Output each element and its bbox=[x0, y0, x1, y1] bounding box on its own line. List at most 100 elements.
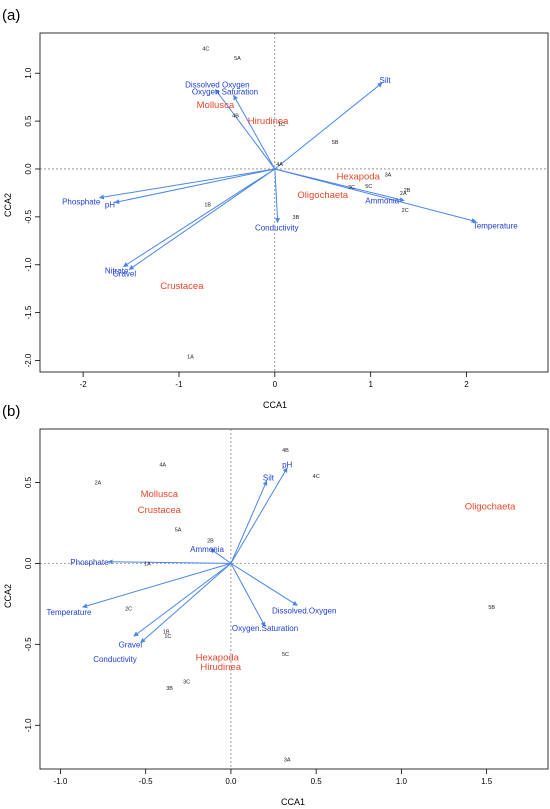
env-vector-label: Oxygen Saturation bbox=[192, 87, 258, 96]
env-vector-label: Conductivity bbox=[255, 223, 299, 232]
site-label: 2B bbox=[207, 539, 214, 545]
site-label: 4A bbox=[276, 162, 283, 168]
env-vector-label: pH bbox=[105, 200, 115, 209]
env-vector-label: Nitrate bbox=[105, 266, 129, 275]
panel-label: (b) bbox=[2, 403, 20, 420]
env-vector-arrow bbox=[230, 480, 268, 564]
y-tick-label: -0.5 bbox=[24, 637, 33, 651]
panel-b: (b) -1.0 -0.5 0.0 0.5 1.0 1.5 -1.0 -0.5 0.0 0.5 Si… bbox=[2, 403, 549, 807]
x-tick-label: -0.5 bbox=[139, 777, 153, 786]
x-tick-label: 2 bbox=[464, 380, 469, 389]
site-label: 1B bbox=[204, 202, 211, 208]
x-tick-label: 1.5 bbox=[481, 777, 493, 786]
species-label: Hirudinea bbox=[200, 662, 241, 673]
env-vector-label: Gravel bbox=[113, 269, 137, 278]
species-label: Mollusca bbox=[141, 489, 179, 500]
y-tick-label: 0.5 bbox=[24, 476, 33, 488]
x-tick-label: -2 bbox=[80, 380, 88, 389]
species-label: Oligochaeta bbox=[297, 190, 348, 201]
site-label: 2A bbox=[400, 191, 407, 197]
species-label: Hirudinea bbox=[248, 116, 289, 127]
y-tick-label: -1.0 bbox=[24, 257, 33, 271]
site-label: 2C bbox=[125, 607, 132, 613]
env-vector-arrow bbox=[128, 168, 276, 270]
site-label: 4B bbox=[282, 448, 289, 454]
plot-area: -1.0 -0.5 0.0 0.5 1.0 1.5 -1.0 -0.5 0.0 0.5 SiltpH… bbox=[24, 428, 549, 786]
site-label: 5A bbox=[175, 527, 182, 533]
y-tick-label: 1.0 bbox=[24, 67, 33, 79]
site-label: 3B bbox=[293, 215, 300, 221]
site-label: 2A bbox=[95, 480, 102, 486]
species-label: Crustacea bbox=[138, 505, 182, 516]
env-vector-arrow bbox=[233, 94, 276, 170]
y-axis-label: CCA2 bbox=[3, 193, 13, 217]
env-vector-arrow bbox=[274, 82, 383, 170]
site-label: 5A bbox=[234, 56, 241, 62]
env-vector-arrow bbox=[82, 562, 232, 609]
y-tick-label: 0.0 bbox=[24, 163, 33, 175]
site-label: 1B bbox=[163, 629, 170, 635]
env-vector-label: Dissolved.Oxygen bbox=[272, 606, 336, 615]
site-label: 5B bbox=[332, 140, 339, 146]
site-label: 1A bbox=[144, 561, 151, 567]
site-label: 4A bbox=[159, 463, 166, 469]
species-label: Mollusca bbox=[197, 100, 235, 111]
env-vector-arrow bbox=[133, 562, 232, 637]
env-vector-label: Phosphate bbox=[62, 198, 101, 207]
env-vector-label: Temperature bbox=[47, 608, 92, 617]
species-label: Oligochaeta bbox=[465, 502, 516, 513]
y-tick-label: 0.0 bbox=[24, 557, 33, 569]
plot-area: -2 -1 0 1 2 -2.0 -1.5 -1.0 -0.5 0.0 0.5 1.0 Silt Diss… bbox=[24, 32, 549, 389]
y-tick-label: 0.5 bbox=[24, 115, 33, 127]
x-tick-label: -1.0 bbox=[54, 777, 68, 786]
env-vector-arrow bbox=[98, 168, 275, 200]
env-vector-arrow bbox=[215, 89, 276, 170]
env-vector-arrow bbox=[107, 559, 231, 565]
site-label: 3B bbox=[166, 686, 173, 692]
env-vector-label: Conductivity bbox=[93, 655, 137, 664]
env-vector-arrow bbox=[210, 548, 232, 564]
y-tick-label: -1.5 bbox=[24, 305, 33, 319]
env-vector-label: Dissolved Oxygen bbox=[185, 81, 249, 90]
site-label: 4C bbox=[313, 474, 320, 480]
x-tick-label: 0.0 bbox=[225, 777, 237, 786]
env-vector-arrow bbox=[114, 168, 275, 205]
x-tick-label: 1.0 bbox=[396, 777, 408, 786]
panel-label: (a) bbox=[2, 7, 20, 24]
env-vector-arrow bbox=[274, 168, 477, 223]
env-vector-label: Gravel bbox=[119, 640, 143, 649]
site-label: 3A bbox=[284, 757, 291, 763]
plot-frame bbox=[39, 428, 549, 770]
env-vector-label: Silt bbox=[263, 474, 275, 483]
x-axis-label: CCA1 bbox=[263, 400, 287, 410]
site-label: 1A bbox=[187, 355, 194, 361]
env-vector-arrow bbox=[274, 168, 405, 202]
env-vector-arrow bbox=[230, 562, 298, 606]
x-tick-label: 0.5 bbox=[311, 777, 323, 786]
species-label: Hexapoda bbox=[337, 172, 381, 183]
x-axis-label: CCA1 bbox=[281, 797, 305, 807]
env-vector-label: Phosphate bbox=[70, 558, 109, 567]
env-vector-arrow bbox=[230, 467, 288, 564]
y-tick-label: -2.0 bbox=[24, 353, 33, 367]
site-label: 3C bbox=[348, 185, 355, 191]
species-label: Crustacea bbox=[160, 281, 204, 292]
site-label: 3A bbox=[385, 173, 392, 179]
x-tick-label: -1 bbox=[175, 380, 183, 389]
site-label: 5C bbox=[282, 652, 289, 658]
site-label: 4B bbox=[232, 113, 239, 119]
env-vector-label: pH bbox=[282, 461, 292, 470]
site-label: 4C bbox=[202, 46, 209, 52]
site-label: 5B bbox=[488, 605, 495, 611]
env-vector-label: Ammonia bbox=[365, 197, 399, 206]
species-label: Hexapoda bbox=[196, 652, 240, 663]
env-vector-label: Ammonia bbox=[190, 545, 224, 554]
env-vector-arrow bbox=[230, 563, 266, 627]
site-label: 5C bbox=[365, 184, 372, 190]
x-tick-label: 0 bbox=[273, 380, 278, 389]
site-label: 1C bbox=[164, 634, 171, 640]
env-vector-arrow bbox=[140, 563, 232, 644]
site-label: 1C bbox=[278, 122, 285, 128]
panel-a: (a) -2 -1 0 1 2 -2.0 -1.5 -1.0 -0.5 0.0 0.5 1.0 Silt… bbox=[2, 7, 549, 410]
